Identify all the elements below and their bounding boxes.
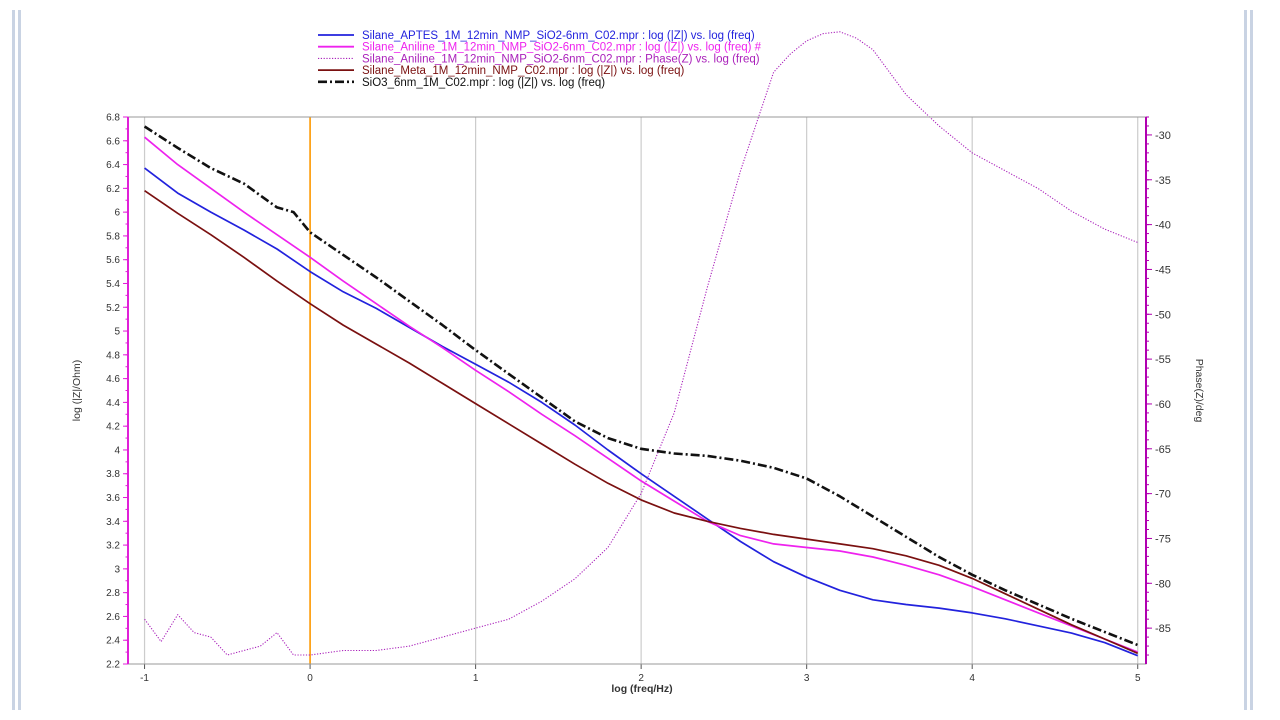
y-left-tick-label: 2.8 xyxy=(106,588,120,599)
y-left-tick-label: 6 xyxy=(114,208,120,219)
series-layer xyxy=(143,31,1139,657)
series-line xyxy=(143,125,1139,647)
series-line xyxy=(144,189,1139,655)
grid-lines xyxy=(143,117,1139,664)
legend-entry-label: Silane_Aniline_1M_12min_NMP_SiO2-6nm_C02… xyxy=(362,42,762,54)
plot-frame xyxy=(127,116,1147,665)
y-left-tick-label: 4.8 xyxy=(106,350,120,361)
y-right-tick-label: -45 xyxy=(1155,264,1171,276)
y-left-tick-label: 6.2 xyxy=(106,184,120,195)
y-right-tick-label: -30 xyxy=(1155,130,1171,142)
y-left-tick-label: 4.4 xyxy=(106,398,120,409)
y-left-tick-label: 4.2 xyxy=(106,422,120,433)
y-left-tick-label: 4 xyxy=(114,445,120,456)
y-left-tick-label: 4.6 xyxy=(106,374,120,385)
y-right-tick-label: -35 xyxy=(1155,175,1171,187)
x-tick-label: -1 xyxy=(140,673,149,684)
y-left-tick-label: 3.8 xyxy=(106,469,120,480)
legend: Silane_APTES_1M_12min_NMP_SiO2-6nm_C02.m… xyxy=(318,30,762,89)
y-right-tick-label: -85 xyxy=(1155,623,1171,635)
window-frame-right-outer xyxy=(1250,10,1253,710)
y-right-tick-label: -55 xyxy=(1155,354,1171,366)
x-tick-label: 3 xyxy=(804,673,810,684)
y-left-tick-label: 5 xyxy=(114,327,120,338)
y-left-tick-label: 6.8 xyxy=(106,113,120,124)
legend-entry-label: Silane_Meta_1M_12min_NMP_C02.mpr : log (… xyxy=(362,65,685,77)
series-line xyxy=(144,136,1139,653)
y-left-tick-label: 5.4 xyxy=(106,279,120,290)
y-left-tick-label: 6.4 xyxy=(106,160,120,171)
window-frame-left-outer xyxy=(12,10,15,710)
y-left-tick-label: 5.6 xyxy=(106,255,120,266)
window-frame-left-inner xyxy=(18,10,21,710)
legend-entry-label: Silane_Aniline_1M_12min_NMP_SiO2-6nm_C02… xyxy=(362,53,760,65)
y-left-tick-label: 2.6 xyxy=(106,612,120,623)
legend-entry-label: SiO3_6nm_1M_C02.mpr : log (|Z|) vs. log … xyxy=(362,77,605,89)
y-axis-left-title: log (|Z|/Ohm) xyxy=(71,360,83,421)
y-left-tick-label: 5.2 xyxy=(106,303,120,314)
x-axis-title: log (freq/Hz) xyxy=(611,683,672,695)
y-right-tick-label: -65 xyxy=(1155,444,1171,456)
legend-entry-label: Silane_APTES_1M_12min_NMP_SiO2-6nm_C02.m… xyxy=(362,30,755,42)
series-line xyxy=(144,167,1139,657)
y-axis-right-title: Phase(Z)/deg xyxy=(1193,359,1205,423)
y-right-tick-label: -80 xyxy=(1155,578,1171,590)
y-left-tick-label: 3.2 xyxy=(106,541,120,552)
y-left-tick-label: 3 xyxy=(114,564,120,575)
x-tick-label: 4 xyxy=(969,673,975,684)
x-tick-label: 2 xyxy=(638,673,644,684)
y-left-tick-label: 2.4 xyxy=(106,636,120,647)
y-left-tick-label: 3.4 xyxy=(106,517,120,528)
y-left-tick-label: 6.6 xyxy=(106,136,120,147)
y-right-tick-label: -75 xyxy=(1155,533,1171,545)
y-left-tick-label: 3.6 xyxy=(106,493,120,504)
window-frame-right-inner xyxy=(1244,10,1247,710)
y-left-tick-label: 2.2 xyxy=(106,660,120,671)
y-right-tick-label: -40 xyxy=(1155,220,1171,232)
x-tick-label: 0 xyxy=(307,673,313,684)
y-right-tick-label: -50 xyxy=(1155,309,1171,321)
x-tick-label: 1 xyxy=(473,673,479,684)
y-right-tick-label: -70 xyxy=(1155,489,1171,501)
x-tick-label: 5 xyxy=(1135,673,1141,684)
y-right-tick-label: -60 xyxy=(1155,399,1171,411)
y-left-tick-label: 5.8 xyxy=(106,231,120,242)
axes: -1 0 1 2 3 4 5 2.2 2.4 2.6 2.8 3 3.2 3.4 3.6 3.8 4 4.2 4.4… xyxy=(106,113,1171,685)
